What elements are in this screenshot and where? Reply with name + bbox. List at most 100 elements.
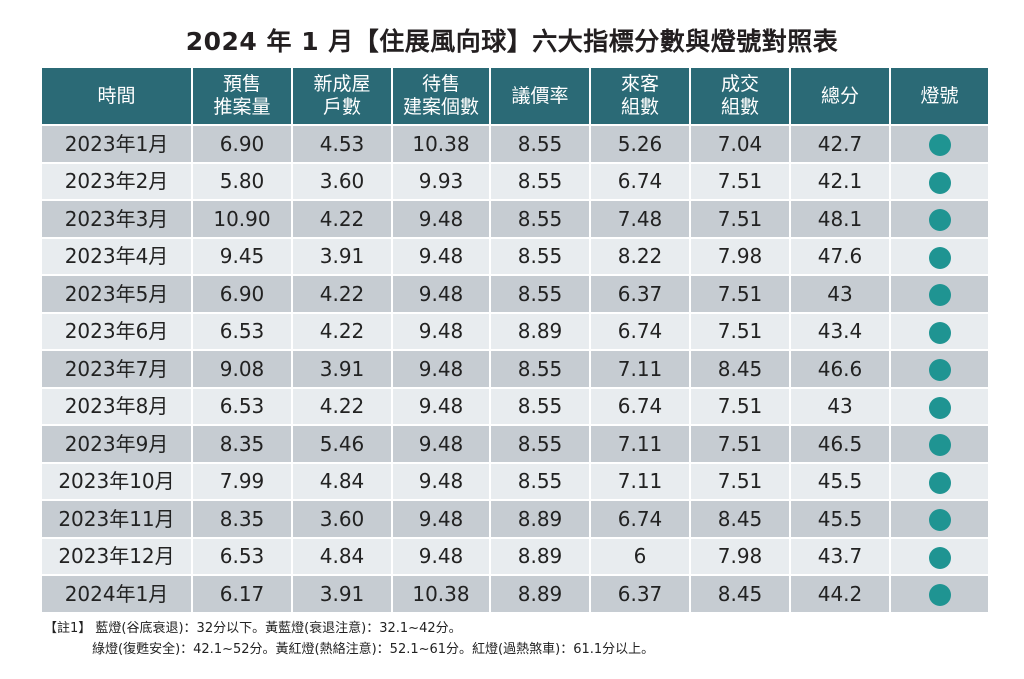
period-cell: 2023年9月: [42, 424, 192, 463]
score-cell: 6.53: [191, 311, 292, 350]
signal-light-icon: [928, 509, 951, 531]
table-row: 2023年4月 9.45 3.91 9.48 8.55 8.22 7.98 47.6: [42, 236, 988, 275]
score-cell: 43: [789, 386, 890, 425]
score-cell: 7.11: [589, 349, 690, 388]
score-cell: 7.51: [689, 461, 790, 500]
score-cell: 5.80: [191, 161, 292, 200]
column-header-line: 議價率: [511, 84, 569, 107]
footnote-line-1: 【註1】 藍燈(谷底衰退)：32分以下。黃藍燈(衰退注意)：32.1~42分。: [44, 620, 462, 636]
score-cell: 7.11: [589, 424, 690, 463]
signal-cell: [889, 274, 988, 313]
score-cell: 6.90: [191, 274, 292, 313]
period-cell: 2023年4月: [42, 236, 192, 275]
score-cell: 9.48: [391, 349, 490, 388]
score-cell: 3.91: [291, 236, 392, 275]
score-cell: 8.22: [589, 236, 690, 275]
period-cell: 2023年8月: [42, 386, 192, 425]
score-cell: 7.99: [191, 461, 292, 500]
score-cell: 6.74: [589, 499, 690, 538]
signal-cell: [889, 349, 988, 388]
score-cell: 3.60: [291, 161, 392, 200]
signal-light-icon: [928, 209, 951, 231]
period-cell: 2023年11月: [42, 499, 192, 538]
score-cell: 6.74: [589, 386, 690, 425]
column-header: 燈號: [889, 68, 988, 125]
table-row: 2023年2月 5.80 3.60 9.93 8.55 6.74 7.51 42.1: [42, 161, 988, 200]
signal-cell: [889, 574, 988, 612]
score-cell: 5.26: [589, 124, 690, 163]
signal-cell: [889, 499, 988, 538]
column-header: 議價率: [489, 68, 590, 125]
score-cell: 46.6: [789, 349, 890, 388]
period-cell: 2023年12月: [42, 536, 192, 575]
score-cell: 8.55: [489, 349, 590, 388]
footnotes: 【註1】 藍燈(谷底衰退)：32分以下。黃藍燈(衰退注意)：32.1~42分。 …: [44, 618, 654, 660]
score-cell: 9.48: [391, 386, 490, 425]
score-cell: 10.38: [391, 124, 490, 163]
score-cell: 42.1: [789, 161, 890, 200]
column-header: 預售 推案量: [191, 68, 292, 125]
score-cell: 48.1: [789, 199, 890, 238]
score-cell: 6.53: [191, 536, 292, 575]
column-header: 新成屋 戶數: [291, 68, 392, 125]
score-cell: 8.55: [489, 386, 590, 425]
score-cell: 44.2: [789, 574, 890, 612]
score-cell: 4.84: [291, 461, 392, 500]
column-header-line: 總分: [820, 84, 859, 107]
table-header-row: 時間 預售 推案量 新成屋 戶數 待售 建案個數 議價率 來客 組數 成交 組數 總分 燈號: [42, 68, 988, 125]
signal-light-icon: [928, 321, 951, 344]
score-cell: 9.48: [391, 311, 490, 350]
footnote-line-2: 綠燈(復甦安全)：42.1~52分。黃紅燈(熱絡注意)：52.1~61分。紅燈(…: [92, 641, 655, 657]
score-cell: 8.55: [489, 161, 590, 200]
period-cell: 2023年2月: [42, 161, 192, 200]
score-cell: 7.11: [589, 461, 690, 500]
signal-light-icon: [928, 434, 951, 456]
table-row: 2023年1月 6.90 4.53 10.38 8.55 5.26 7.04 42.7: [42, 124, 988, 163]
column-header-line: 推案量: [213, 96, 271, 118]
score-cell: 3.60: [291, 499, 392, 538]
score-cell: 8.55: [489, 424, 590, 463]
score-cell: 3.91: [291, 349, 392, 388]
column-header: 來客 組數: [589, 68, 690, 125]
score-cell: 45.5: [789, 499, 890, 538]
column-header: 時間: [42, 68, 192, 125]
score-cell: 4.22: [291, 274, 392, 313]
column-header-line: 建案個數: [402, 96, 479, 118]
score-cell: 10.90: [191, 199, 292, 238]
score-cell: 6.17: [191, 574, 292, 612]
score-cell: 7.51: [689, 311, 790, 350]
signal-light-icon: [928, 134, 951, 156]
column-header-line: 新成屋: [313, 73, 371, 95]
signal-cell: [889, 424, 988, 463]
score-cell: 7.98: [689, 536, 790, 575]
column-header: 總分: [789, 68, 890, 125]
score-cell: 8.35: [191, 424, 292, 463]
table-row: 2023年11月 8.35 3.60 9.48 8.89 6.74 8.45 45.5: [42, 499, 988, 538]
signal-cell: [889, 236, 988, 275]
signal-light-icon: [928, 284, 951, 306]
score-cell: 8.55: [489, 274, 590, 313]
score-cell: 43: [789, 274, 890, 313]
score-cell: 3.91: [291, 574, 392, 612]
signal-cell: [889, 199, 988, 238]
score-cell: 6.53: [191, 386, 292, 425]
score-cell: 9.48: [391, 199, 490, 238]
period-cell: 2024年1月: [42, 574, 192, 612]
period-cell: 2023年3月: [42, 199, 192, 238]
score-cell: 4.84: [291, 536, 392, 575]
score-cell: 9.48: [391, 236, 490, 275]
score-cell: 9.45: [191, 236, 292, 275]
score-cell: 8.55: [489, 461, 590, 500]
score-cell: 4.53: [291, 124, 392, 163]
period-cell: 2023年1月: [42, 124, 192, 163]
column-header-line: 燈號: [920, 84, 959, 107]
signal-cell: [889, 124, 988, 163]
column-header-line: 時間: [97, 84, 136, 107]
column-header-line: 成交: [720, 73, 759, 95]
signal-cell: [889, 461, 988, 500]
table-row: 2023年3月 10.90 4.22 9.48 8.55 7.48 7.51 48.1: [42, 199, 988, 238]
score-cell: 6.90: [191, 124, 292, 163]
score-cell: 9.48: [391, 424, 490, 463]
column-header-line: 組數: [620, 96, 659, 118]
score-cell: 6.74: [589, 311, 690, 350]
